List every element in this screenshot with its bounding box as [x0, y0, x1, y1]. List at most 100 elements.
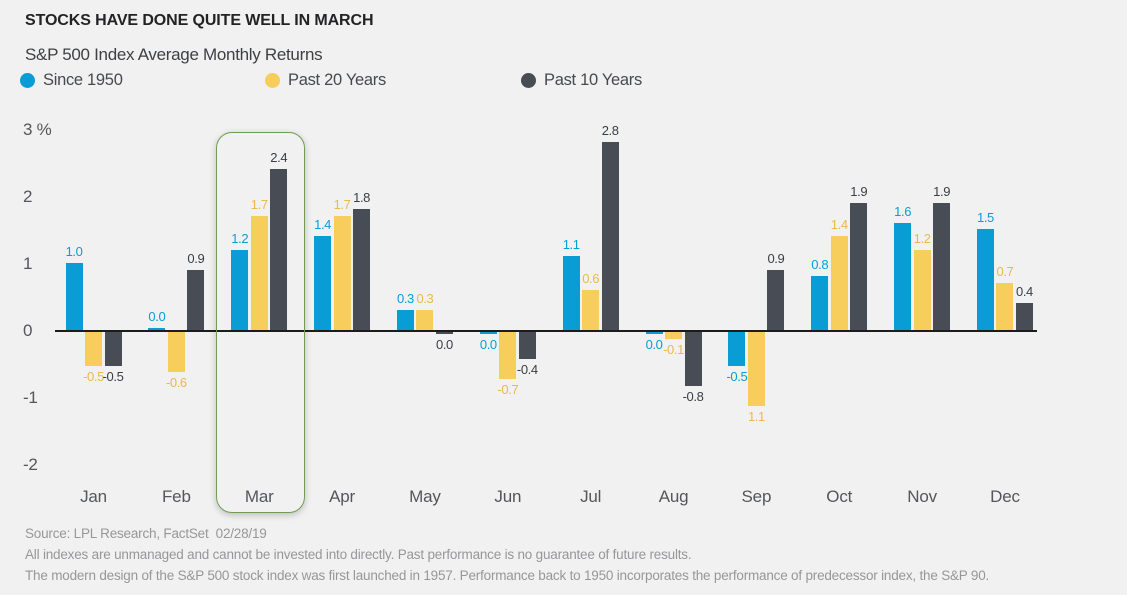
month-label-mar: Mar	[244, 487, 274, 506]
bar-may-series-0	[396, 310, 414, 330]
bar-feb-series-1	[167, 332, 185, 372]
bar-jun-series-1	[499, 332, 517, 379]
month-label-feb: Feb	[162, 487, 191, 506]
bar-value-label: 2.8	[601, 123, 619, 138]
bar-aug-series-0	[645, 332, 663, 334]
bar-sep-series-0	[728, 332, 746, 366]
legend-label: Past 20 Years	[288, 71, 386, 89]
month-label-may: May	[409, 487, 441, 506]
bar-value-label: 1.7	[250, 197, 268, 212]
bar-apr-series-2	[353, 209, 371, 330]
legend-label: Since 1950	[43, 71, 123, 89]
bar-jul-series-1	[582, 290, 600, 330]
month-label-jun: Jun	[494, 487, 522, 506]
bar-value-label: 1.2	[231, 231, 249, 246]
bar-sep-series-2	[767, 270, 785, 330]
bar-value-label: 1.0	[65, 244, 83, 259]
bar-value-label: 1.4	[830, 217, 848, 232]
bar-feb-series-2	[187, 270, 205, 330]
bar-value-label: 0.4	[1016, 284, 1033, 299]
month-label-aug: Aug	[658, 487, 689, 506]
month-label-jul: Jul	[580, 487, 602, 506]
bar-dec-series-2	[1015, 303, 1033, 330]
y-tick-label: -2	[23, 455, 38, 474]
bar-value-label: -0.1	[663, 342, 684, 357]
bar-mar-series-1	[250, 216, 268, 330]
since-1950-dot-icon	[20, 73, 35, 88]
bar-value-label: -0.5	[83, 369, 104, 384]
disclaimer-line-2: The modern design of the S&P 500 stock i…	[25, 568, 990, 583]
bar-mar-series-2	[270, 169, 288, 330]
bar-value-label: 2.4	[270, 150, 288, 165]
bar-jan-series-0	[65, 263, 83, 330]
legend-item-since-1950: Since 1950	[20, 71, 123, 90]
bar-value-label: -0.7	[497, 382, 519, 397]
y-tick-label: -1	[23, 388, 38, 407]
month-label-sep: Sep	[741, 487, 772, 506]
bar-oct-series-0	[811, 276, 829, 330]
bar-mar-series-0	[231, 250, 249, 330]
bar-oct-series-1	[830, 236, 848, 330]
legend-item-past-20-years: Past 20 Years	[265, 71, 386, 90]
bar-nov-series-1	[913, 250, 931, 330]
bar-sep-series-1	[747, 332, 765, 406]
bar-value-label: 0.0	[148, 309, 166, 324]
bar-value-label: 0.0	[479, 337, 497, 352]
bar-value-label: -0.8	[682, 389, 704, 404]
bar-apr-series-0	[314, 236, 332, 330]
bar-value-label: 1.6	[894, 204, 912, 219]
source-note: Source: LPL Research, FactSet 02/28/19	[25, 526, 267, 541]
bar-value-label: 0.9	[767, 251, 785, 266]
bar-value-label: 0.3	[416, 291, 434, 306]
bar-value-label: -0.5	[102, 369, 124, 384]
bar-value-label: 0.7	[996, 264, 1014, 279]
bar-value-label: 1.1	[747, 409, 765, 424]
bar-nov-series-0	[894, 223, 912, 330]
y-tick-label: 3 %	[23, 120, 52, 139]
bar-value-label: 1.1	[562, 237, 580, 252]
bar-may-series-2	[435, 332, 453, 334]
bar-jan-series-1	[85, 332, 102, 366]
bar-value-label: -0.5	[726, 369, 748, 384]
bar-value-label: 0.0	[645, 337, 663, 352]
disclaimer-line-1: All indexes are unmanaged and cannot be …	[25, 547, 692, 562]
bar-aug-series-2	[684, 332, 702, 386]
month-label-oct: Oct	[826, 487, 853, 506]
bar-value-label: -0.4	[516, 362, 538, 377]
bar-aug-series-1	[665, 332, 683, 339]
legend-item-past-10-years: Past 10 Years	[521, 71, 642, 90]
month-label-jan: Jan	[80, 487, 107, 506]
bar-dec-series-0	[976, 229, 994, 330]
bar-value-label: 0.8	[811, 257, 829, 272]
bar-value-label: 1.9	[933, 184, 951, 199]
bar-value-label: 1.8	[353, 190, 371, 205]
legend-label: Past 10 Years	[544, 71, 642, 89]
bar-value-label: 0.6	[582, 271, 600, 286]
bar-value-label: 1.7	[333, 197, 351, 212]
chart-title: STOCKS HAVE DONE QUITE WELL IN MARCH	[25, 12, 374, 29]
month-label-dec: Dec	[990, 487, 1020, 506]
bar-value-label: 1.4	[314, 217, 332, 232]
past-10-years-dot-icon	[521, 73, 536, 88]
month-label-apr: Apr	[329, 487, 355, 506]
bar-value-label: 0.3	[397, 291, 414, 306]
bar-value-label: 1.5	[977, 210, 994, 225]
y-tick-label: 1	[23, 254, 33, 273]
y-tick-label: 2	[23, 187, 33, 206]
zero-axis-line	[55, 330, 1037, 332]
bar-nov-series-2	[933, 203, 951, 330]
bar-dec-series-1	[996, 283, 1014, 330]
bar-jul-series-0	[562, 256, 580, 330]
bar-value-label: 1.2	[913, 231, 931, 246]
bar-value-label: 0.0	[436, 337, 453, 352]
bar-value-label: -0.6	[165, 375, 187, 390]
bar-feb-series-0	[148, 328, 166, 330]
bar-value-label: 1.9	[850, 184, 868, 199]
month-label-nov: Nov	[907, 487, 937, 506]
bar-value-label: 0.9	[187, 251, 205, 266]
bar-apr-series-1	[333, 216, 351, 330]
past-20-years-dot-icon	[265, 73, 280, 88]
chart-subtitle: S&P 500 Index Average Monthly Returns	[25, 45, 323, 64]
